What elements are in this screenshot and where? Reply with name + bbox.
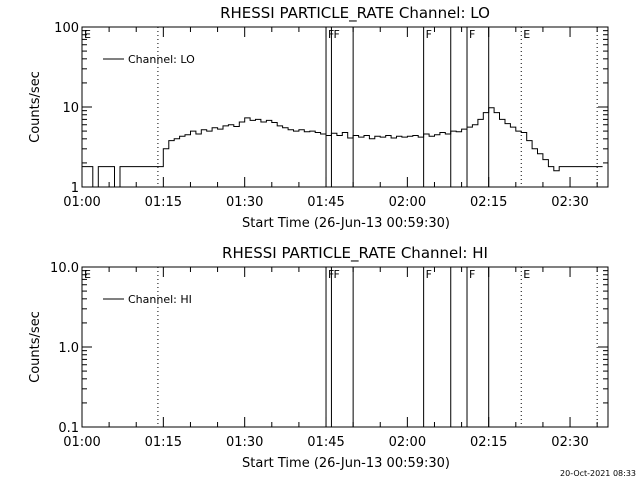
panel-lo-x-axis-label: Start Time (26-Jun-13 00:59:30)	[242, 216, 450, 231]
annotation-label: F	[333, 28, 339, 41]
panel-lo-data	[82, 107, 603, 188]
panel-lo-x-ticks: 01:00 01:15 01:30 01:45 02:00 02:15 02:30	[63, 27, 598, 210]
panel-hi-annotations: FFFFE	[157, 267, 598, 427]
panel-lo-y-ticks: 1 10 100	[54, 21, 608, 196]
panel-hi-y-ticks: 0.1 1.0 10.0	[50, 261, 608, 436]
y-tick-label: 1.0	[58, 341, 79, 356]
panel-lo-legend-label: Channel: LO	[128, 53, 195, 66]
panel-lo-annotations: FFFFE	[157, 27, 598, 187]
y-tick-label: 10.0	[50, 261, 79, 276]
y-tick-label: 0.1	[58, 421, 79, 436]
x-tick-label: 01:15	[145, 435, 182, 450]
panel-lo-y-axis-label: Counts/sec	[28, 71, 43, 143]
y-tick-label: 1	[71, 181, 79, 196]
y-tick-label: 10	[62, 101, 79, 116]
panel-hi-legend-label: Channel: HI	[128, 293, 192, 306]
annotation-label: E	[523, 268, 530, 281]
annotation-label: E	[523, 28, 530, 41]
x-tick-label: 02:30	[551, 435, 588, 450]
x-tick-label: 01:00	[63, 435, 100, 450]
panel-lo-title: RHESSI PARTICLE_RATE Channel: LO	[220, 4, 490, 23]
annotation-label: F	[426, 28, 432, 41]
x-tick-label: 02:00	[389, 195, 426, 210]
x-tick-label: 01:30	[226, 435, 263, 450]
panel-lo: RHESSI PARTICLE_RATE Channel: LO 110100 …	[28, 4, 609, 231]
x-tick-label: 02:15	[470, 435, 507, 450]
panel-lo-plot-frame	[81, 26, 609, 188]
panel-hi: RHESSI PARTICLE_RATE Channel: HI 0.1 1.0 1…	[28, 244, 609, 471]
x-tick-label: 02:00	[389, 435, 426, 450]
x-tick-label: 01:45	[307, 435, 344, 450]
panel-lo-corner-label: E	[84, 28, 91, 41]
x-tick-label: 02:30	[551, 195, 588, 210]
annotation-label: F	[469, 28, 475, 41]
annotation-label: F	[469, 268, 475, 281]
series-line	[82, 107, 603, 188]
panel-hi-plot-frame	[81, 266, 609, 428]
panel-hi-x-axis-label: Start Time (26-Jun-13 00:59:30)	[242, 456, 450, 471]
x-tick-label: 01:30	[226, 195, 263, 210]
x-tick-label: 01:15	[145, 195, 182, 210]
x-tick-label: 01:45	[307, 195, 344, 210]
annotation-label: F	[426, 268, 432, 281]
panel-hi-title: RHESSI PARTICLE_RATE Channel: HI	[222, 244, 488, 263]
panel-lo-legend: Channel: LO	[103, 53, 195, 66]
annotation-label: F	[333, 268, 339, 281]
panel-hi-y-axis-label: Counts/sec	[28, 311, 43, 383]
panel-hi-x-ticks: 01:00 01:15 01:30 01:45 02:00 02:15 02:30	[63, 267, 598, 450]
panel-hi-legend: Channel: HI	[103, 293, 192, 306]
x-tick-label: 02:15	[470, 195, 507, 210]
y-tick-label: 100	[54, 21, 79, 36]
timestamp: 20-Oct-2021 08:33	[560, 469, 636, 478]
panel-hi-corner-label: E	[84, 268, 91, 281]
x-tick-label: 01:00	[63, 195, 100, 210]
